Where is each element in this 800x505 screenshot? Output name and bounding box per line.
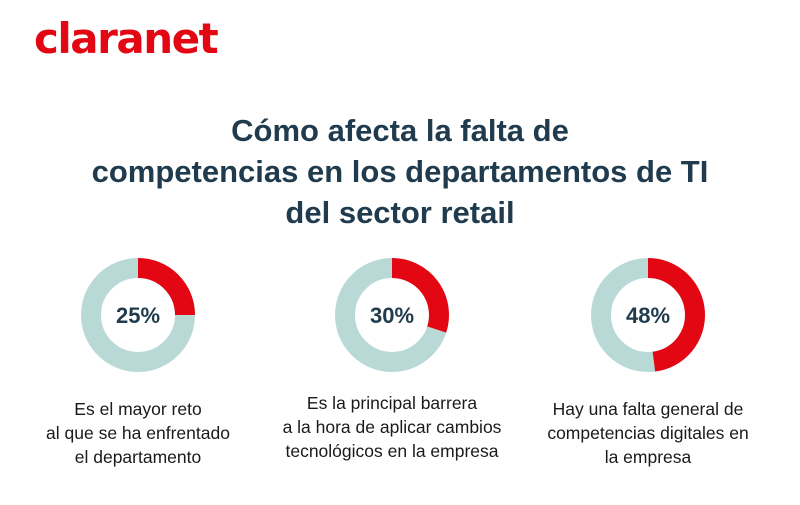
description-1-line-2: al que se ha enfrentado	[46, 423, 230, 443]
percentage-label-2: 30%	[370, 303, 414, 328]
percentage-label-1: 25%	[116, 303, 160, 328]
donut-segment-1	[137, 258, 195, 316]
donut-segment-2	[391, 258, 449, 333]
stat-description-1: Es el mayor reto al que se ha enfrentado…	[8, 397, 268, 469]
page-title: Cómo afecta la falta de competencias en …	[0, 110, 800, 233]
title-line-1: Cómo afecta la falta de	[231, 113, 569, 148]
stat-description-3: Hay una falta general de competencias di…	[518, 397, 778, 469]
claranet-logo: claranet	[34, 14, 219, 63]
donut-segment-3	[647, 258, 705, 372]
title-line-3: del sector retail	[285, 195, 515, 230]
title-line-2: competencias en los departamentos de TI	[91, 154, 709, 189]
description-1-line-1: Es el mayor reto	[74, 399, 202, 419]
donut-chart-1: 25%	[81, 258, 195, 372]
percentage-label-3: 48%	[626, 303, 670, 328]
stat-card-2: 30% Es la principal barrera a la hora de…	[262, 255, 522, 463]
stat-card-3: 48% Hay una falta general de competencia…	[518, 255, 778, 469]
description-2-line-3: tecnológicos en la empresa	[285, 441, 499, 461]
description-3-line-1: Hay una falta general de	[552, 399, 744, 419]
description-2-line-2: a la hora de aplicar cambios	[282, 417, 502, 437]
donut-chart-2: 30%	[335, 258, 449, 372]
description-3-line-3: la empresa	[604, 447, 692, 467]
description-1-line-3: el departamento	[74, 447, 202, 467]
donut-chart-3: 48%	[591, 258, 705, 372]
description-2-line-1: Es la principal barrera	[306, 393, 478, 413]
description-3-line-2: competencias digitales en	[547, 423, 749, 443]
stat-description-2: Es la principal barrera a la hora de apl…	[262, 391, 522, 463]
stat-card-1: 25% Es el mayor reto al que se ha enfren…	[8, 255, 268, 469]
